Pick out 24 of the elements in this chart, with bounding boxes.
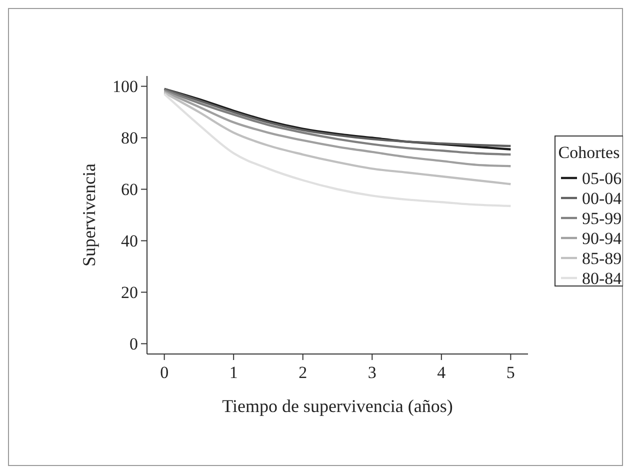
x-tick-label: 0: [160, 363, 169, 382]
y-tick-label: 100: [112, 77, 138, 96]
x-tick-label: 5: [506, 363, 515, 382]
legend-label: 90-94: [582, 228, 622, 248]
x-tick-label: 4: [437, 363, 446, 382]
legend-label: 80-84: [582, 268, 622, 288]
legend-label: 00-04: [582, 188, 622, 208]
line-series: [163, 90, 512, 168]
legend-label: 95-99: [582, 208, 622, 228]
legend-label: 05-06: [582, 168, 622, 188]
line-series: [163, 92, 512, 186]
legend-label: 85-89: [582, 248, 622, 268]
x-tick-label: 1: [229, 363, 238, 382]
y-tick-label: 40: [121, 232, 138, 251]
y-tick-label: 20: [121, 283, 138, 302]
legend-title: Cohortes: [558, 143, 620, 162]
line-series: [163, 92, 512, 208]
x-tick-label: 3: [368, 363, 376, 382]
y-tick-label: 80: [121, 128, 138, 148]
x-axis-title: Tiempo de supervivencia (años): [222, 396, 453, 416]
x-tick-label: 2: [298, 363, 308, 382]
y-axis-title: Supervivencia: [79, 164, 99, 266]
y-tick-label: 60: [121, 180, 138, 200]
y-tick-label: 0: [130, 334, 138, 354]
